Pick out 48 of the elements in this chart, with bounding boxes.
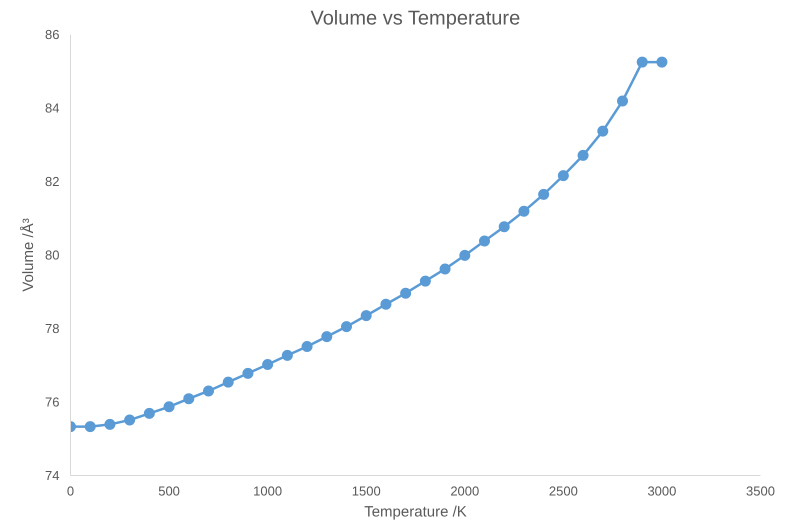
point: [222, 376, 234, 388]
y-tick-label: 74: [45, 468, 60, 483]
x-tick-label: 3500: [746, 484, 775, 498]
point: [518, 206, 530, 217]
x-axis-title: Temperature /K: [364, 504, 467, 520]
point: [538, 188, 550, 200]
point: [578, 150, 589, 161]
x-tick-label: 2500: [548, 484, 578, 498]
point: [420, 276, 431, 287]
point: [321, 331, 332, 342]
point: [183, 393, 194, 404]
y-tick-label: 82: [45, 174, 60, 189]
point: [262, 359, 274, 370]
point: [242, 368, 254, 379]
point: [360, 310, 372, 322]
point: [558, 170, 569, 182]
y-axis-title: Volume /Å³: [19, 218, 38, 292]
point: [440, 263, 451, 274]
chart-title: Volume vs Temperature: [310, 8, 520, 30]
y-tick-label: 84: [45, 100, 60, 116]
point: [400, 288, 412, 299]
x-tick-label: 3000: [647, 484, 676, 498]
point: [104, 418, 116, 430]
x-tick-label: 0: [66, 484, 74, 498]
point: [203, 385, 214, 396]
point: [282, 350, 293, 361]
x-tick-label: 500: [158, 484, 180, 498]
x-tick-label: 1500: [352, 484, 381, 498]
point: [144, 408, 155, 419]
x-tick-label: 2000: [450, 484, 480, 498]
point: [636, 56, 648, 68]
y-tick-label: 78: [45, 321, 60, 336]
point: [617, 96, 628, 107]
y-tick-label: 80: [45, 248, 60, 262]
point: [84, 421, 96, 432]
point: [498, 221, 510, 232]
point: [164, 401, 175, 412]
x-tick-label: 1000: [253, 484, 282, 498]
point: [597, 126, 608, 137]
y-tick-label: 86: [45, 27, 60, 42]
point: [302, 341, 313, 352]
point: [380, 298, 392, 310]
point: [479, 236, 490, 247]
point: [656, 56, 668, 68]
y-tick-label: 76: [45, 394, 60, 410]
point: [459, 250, 470, 261]
point: [341, 321, 352, 332]
point: [124, 414, 136, 426]
